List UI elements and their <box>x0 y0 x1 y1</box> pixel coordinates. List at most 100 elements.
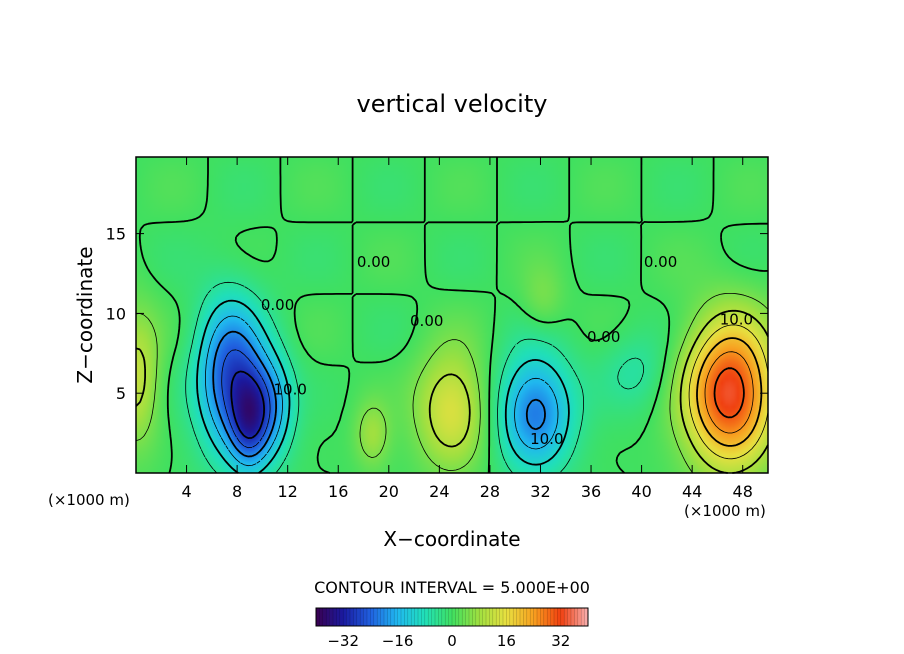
colorbar-cell <box>479 608 483 626</box>
colorbar-cell <box>506 608 511 626</box>
contour-label: 0.00 <box>410 312 443 330</box>
x-axis-ticks: 4 8 12 16 20 24 28 32 36 40 44 48 <box>181 157 753 501</box>
colorbar-cell <box>557 608 562 626</box>
contour-label: 0.00 <box>357 253 390 271</box>
colorbar-cell <box>574 608 579 626</box>
colorbar-cell <box>533 608 538 626</box>
colorbar: −32 −16 0 16 32 <box>315 607 589 650</box>
colorbar-cell <box>339 608 344 626</box>
x-axis-label: X−coordinate <box>383 527 520 551</box>
contour-line-30 <box>713 367 745 419</box>
colorbar-cell <box>336 608 341 626</box>
colorbar-tick-label: −32 <box>327 632 359 650</box>
y-tick-label: 15 <box>106 225 126 244</box>
y-tick-label: 10 <box>106 304 126 323</box>
contour-line-neg30 <box>230 370 265 439</box>
colorbar-cell <box>424 608 429 626</box>
x-tick-label: 28 <box>480 482 500 501</box>
colorbar-cell <box>577 608 582 626</box>
x-unit-left: (×1000 m) <box>48 491 130 509</box>
colorbar-cell <box>537 608 541 626</box>
contour-line-10 <box>135 309 769 474</box>
x-tick-label: 12 <box>278 482 298 501</box>
colorbar-cell <box>489 608 494 626</box>
colorbar-cell <box>438 608 443 626</box>
colorbar-cell <box>458 608 463 626</box>
colorbar-cell <box>571 608 575 626</box>
colorbar-cell <box>465 608 470 626</box>
colorbar-cell <box>513 608 517 626</box>
colorbar-cell <box>343 608 347 626</box>
x-tick-label: 16 <box>328 482 348 501</box>
colorbar-cell <box>363 608 368 626</box>
colorbar-cell <box>462 608 466 626</box>
colorbar-cell <box>520 608 524 626</box>
contour-line-neg25 <box>221 349 271 449</box>
contour-lines <box>135 157 769 474</box>
colorbar-cell <box>509 608 514 626</box>
contour-line-neg20 <box>212 330 546 458</box>
colorbar-cell <box>414 608 419 626</box>
colorbar-cell <box>322 608 327 626</box>
x-tick-label: 32 <box>530 482 550 501</box>
y-tick-label: 5 <box>116 384 126 403</box>
y-axis-ticks: 5 10 15 <box>106 225 768 403</box>
colorbar-cell <box>326 608 330 626</box>
contour-line-neg15 <box>205 315 559 467</box>
contour-line-5 <box>135 293 769 474</box>
colorbar-tick-label: −16 <box>382 632 414 650</box>
colorbar-cell <box>377 608 381 626</box>
contour-line-0 <box>138 157 769 474</box>
colorbar-cell <box>526 608 531 626</box>
colorbar-cell <box>401 608 405 626</box>
colorbar-cell <box>428 608 432 626</box>
colorbar-cell <box>394 608 398 626</box>
contour-label: 0.00 <box>644 253 677 271</box>
colorbar-cell <box>482 608 487 626</box>
colorbar-cell <box>530 608 534 626</box>
colorbar-cell <box>543 608 548 626</box>
contour-line-neg10 <box>196 299 570 474</box>
x-tick-label: 36 <box>581 482 601 501</box>
x-tick-label: 20 <box>379 482 399 501</box>
contour-line-20 <box>696 337 763 447</box>
colorbar-cell <box>445 608 449 626</box>
colorbar-frame <box>315 607 589 627</box>
colorbar-cell <box>353 608 358 626</box>
x-tick-label: 48 <box>733 482 753 501</box>
colorbar-cell <box>329 608 334 626</box>
colorbar-cell <box>316 608 320 626</box>
colorbar-cell <box>380 608 385 626</box>
colorbar-cell <box>475 608 480 626</box>
colorbar-cell <box>496 608 500 626</box>
contour-label: 10.0 <box>530 430 563 448</box>
colorbar-cell <box>411 608 415 626</box>
contour-label: 0.00 <box>587 328 620 346</box>
colorbar-cell <box>421 608 426 626</box>
colorbar-cell <box>404 608 409 626</box>
contour-line-neg5 <box>185 281 645 474</box>
velocity-field <box>136 157 768 473</box>
colorbar-cell <box>397 608 402 626</box>
contour-interval-text: CONTOUR INTERVAL = 5.000E+00 <box>314 578 590 597</box>
x-tick-label: 4 <box>181 482 191 501</box>
colorbar-cell <box>360 608 364 626</box>
colorbar-cell <box>346 608 351 626</box>
colorbar-cell <box>469 608 473 626</box>
colorbar-cell <box>452 608 456 626</box>
colorbar-cell <box>486 608 490 626</box>
colorbar-cell <box>431 608 436 626</box>
colorbar-cell <box>499 608 504 626</box>
chart-title: vertical velocity <box>357 90 548 118</box>
y-axis-label: Z−coordinate <box>73 246 97 383</box>
colorbar-tick-label: 32 <box>551 632 570 650</box>
contour-labels: 0.00 0.00 0.00 0.00 0.00 10.0 10.0 10.0 <box>261 253 753 448</box>
colorbar-cell <box>441 608 446 626</box>
contour-line-25 <box>704 351 754 434</box>
colorbar-cell <box>448 608 453 626</box>
colorbar-cell <box>550 608 555 626</box>
colorbar-tick-label: 0 <box>447 632 457 650</box>
colorbar-cell <box>418 608 422 626</box>
